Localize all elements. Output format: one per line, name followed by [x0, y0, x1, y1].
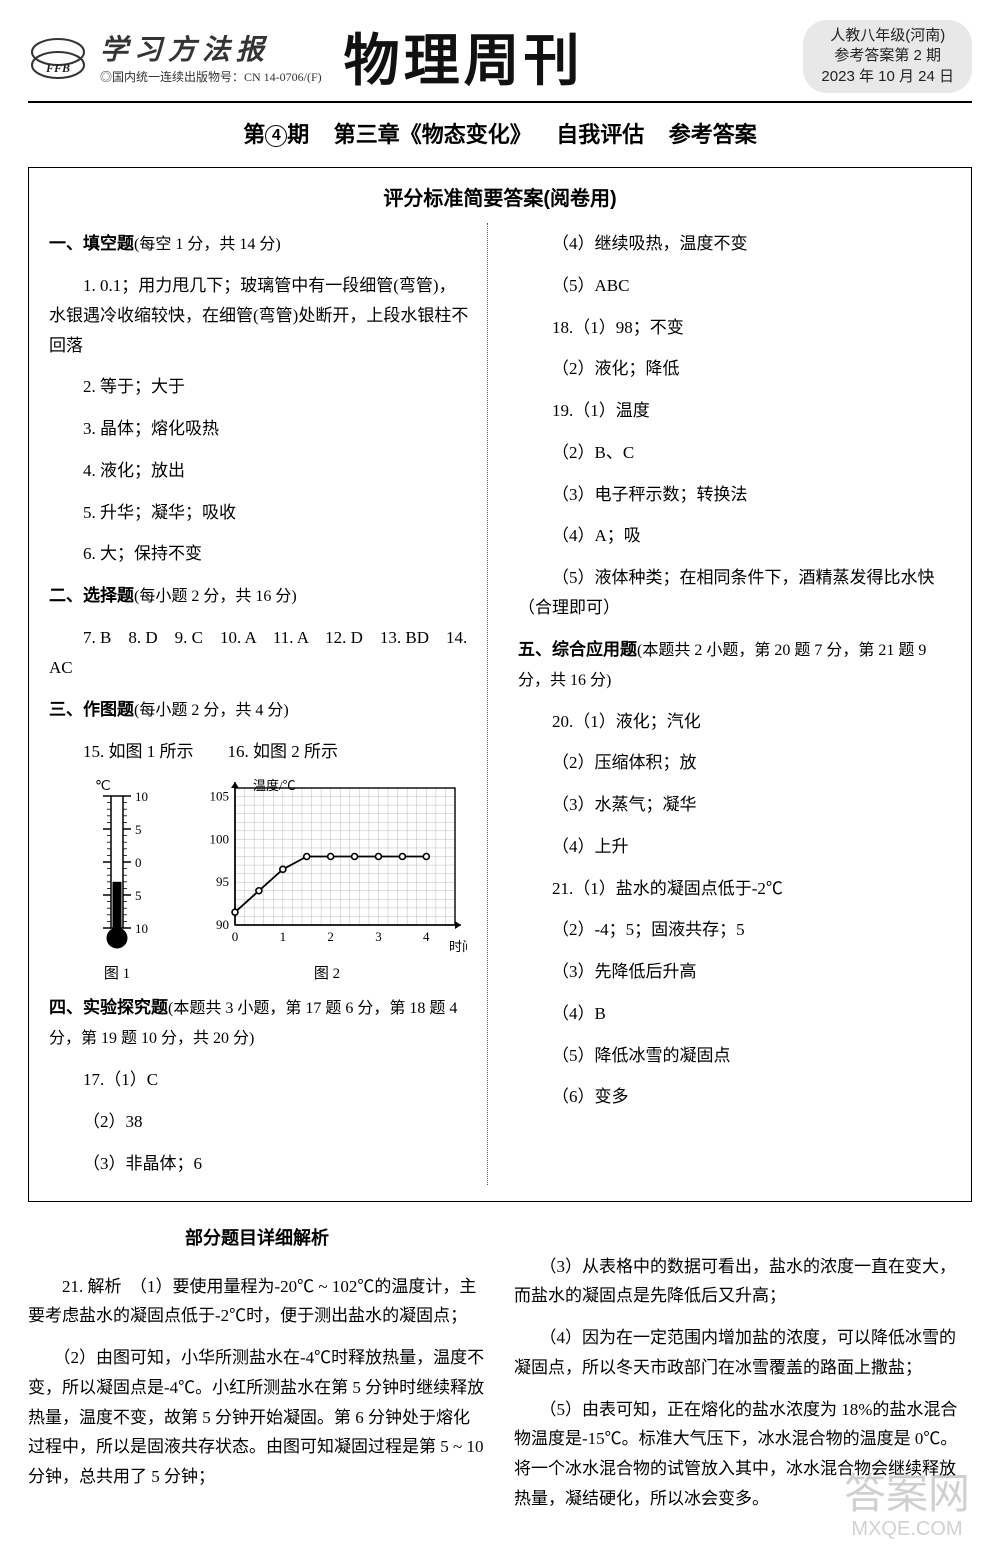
- svg-text:5: 5: [135, 888, 142, 903]
- ans-17-1: 17.（1）C: [49, 1059, 469, 1101]
- svg-text:FFB: FFB: [45, 61, 70, 75]
- answer-box: 评分标准简要答案(阅卷用) 一、填空题(每空 1 分，共 14 分) 1. 0.…: [28, 167, 972, 1202]
- ans-21-6: （6）变多: [518, 1076, 951, 1118]
- analysis-l2: （2）由图可知，小华所测盐水在-4℃时释放热量，温度不变，所以凝固点是-4℃。小…: [28, 1337, 486, 1498]
- svg-text:0: 0: [135, 855, 142, 870]
- svg-text:4: 4: [423, 929, 430, 944]
- publication-name: 学习方法报: [100, 28, 322, 68]
- ans-21-4: （4）B: [518, 993, 951, 1035]
- answer-box-title: 评分标准简要答案(阅卷用): [49, 182, 951, 211]
- svg-text:90: 90: [216, 917, 229, 932]
- publisher-logo: FFB: [28, 32, 88, 82]
- section3-head: 三、作图题: [49, 700, 134, 719]
- ans-20-3: （3）水蒸气；凝华: [518, 784, 951, 826]
- edition-badge: 人教八年级(河南) 参考答案第 2 期 2023 年 10 月 24 日: [803, 20, 972, 93]
- analysis-r3: （5）由表可知，正在熔化的盐水浓度为 18%的盐水混合物温度是-15℃。标准大气…: [514, 1389, 972, 1520]
- svg-text:10: 10: [135, 921, 148, 936]
- ans-7-14: 7. B 8. D 9. C 10. A 11. A 12. D 13. BD …: [49, 617, 469, 689]
- ans-18-2: （2）液化；降低: [518, 348, 951, 390]
- svg-text:℃: ℃: [95, 779, 111, 794]
- ans-19-1: 19.（1）温度: [518, 390, 951, 432]
- ans-3: 3. 晶体；熔化吸热: [49, 408, 469, 450]
- ans-17-5: （5）ABC: [518, 265, 951, 307]
- ans-21-2: （2）-4；5；固液共存；5: [518, 909, 951, 951]
- section2-head: 二、选择题: [49, 586, 134, 605]
- analysis-l1: 21. 解析 （1）要使用量程为-20℃ ~ 102℃的温度计，主要考虑盐水的凝…: [28, 1266, 486, 1338]
- ans-20-2: （2）压缩体积；放: [518, 742, 951, 784]
- masthead: FFB 学习方法报 ◎国内统一连续出版物号：CN 14-0706/(F) 物理周…: [28, 16, 972, 97]
- svg-text:时间/min: 时间/min: [449, 939, 467, 953]
- ans-20-1: 20.（1）液化；汽化: [518, 701, 951, 743]
- section1-note: (每空 1 分，共 14 分): [134, 236, 281, 253]
- svg-text:2: 2: [327, 929, 334, 944]
- section2-note: (每小题 2 分，共 16 分): [134, 588, 297, 605]
- ans-15-16: 15. 如图 1 所示 16. 如图 2 所示: [49, 731, 469, 773]
- ans-20-4: （4）上升: [518, 826, 951, 868]
- ans-19-3: （3）电子秤示数；转换法: [518, 474, 951, 516]
- ans-21-5: （5）降低冰雪的凝固点: [518, 1035, 951, 1077]
- badge-line3: 2023 年 10 月 24 日: [821, 67, 954, 87]
- self-eval: 自我评估: [556, 122, 644, 147]
- ans-1: 1. 0.1；用力甩几下；玻璃管中有一段细管(弯管)，水银遇冷收缩较快，在细管(…: [49, 265, 469, 366]
- fig2-label: 图 2: [187, 962, 467, 983]
- watermark-l2: MXQE.COM: [844, 1518, 970, 1540]
- figure-1: ℃ 10 5 0 5 10 图 1: [77, 778, 157, 983]
- svg-text:5: 5: [135, 822, 142, 837]
- badge-line2: 参考答案第 2 期: [821, 46, 954, 66]
- svg-text:温度/℃: 温度/℃: [253, 778, 296, 793]
- thermometer-svg: ℃ 10 5 0 5 10: [77, 778, 157, 953]
- analysis-r2: （4）因为在一定范围内增加盐的浓度，可以降低冰雪的凝固点，所以冬天市政部门在冰雪…: [514, 1317, 972, 1389]
- ans-4: 4. 液化；放出: [49, 450, 469, 492]
- figures: ℃1050510 图 1 01234时间/min9095100105温度/℃ 图…: [77, 778, 469, 983]
- right-column: （4）继续吸热，温度不变 （5）ABC 18.（1）98；不变 （2）液化；降低…: [512, 223, 951, 1185]
- section1-head: 一、填空题: [49, 234, 134, 253]
- analysis-left: 部分题目详细解析 21. 解析 （1）要使用量程为-20℃ ~ 102℃的温度计…: [28, 1202, 486, 1520]
- analysis-right: （3）从表格中的数据可看出，盐水的浓度一直在变大，而盐水的凝固点是先降低后又升高…: [514, 1202, 972, 1520]
- analysis-section: 部分题目详细解析 21. 解析 （1）要使用量程为-20℃ ~ 102℃的温度计…: [28, 1202, 972, 1520]
- analysis-r1: （3）从表格中的数据可看出，盐水的浓度一直在变大，而盐水的凝固点是先降低后又升高…: [514, 1246, 972, 1318]
- ans-19-5: （5）液体种类；在相同条件下，酒精蒸发得比水快（合理即可）: [518, 557, 951, 629]
- issn-line: ◎国内统一连续出版物号：CN 14-0706/(F): [100, 68, 322, 85]
- ans-17-4: （4）继续吸热，温度不变: [518, 223, 951, 265]
- ans-6: 6. 大；保持不变: [49, 533, 469, 575]
- badge-line1: 人教八年级(河南): [821, 26, 954, 46]
- ans-5: 5. 升华；凝华；吸收: [49, 492, 469, 534]
- svg-text:10: 10: [135, 789, 148, 804]
- main-title: 物理周刊: [344, 16, 584, 97]
- figure-2: 0 1 2 3 4 时间/min 90 95 100 105 温度/℃ 图 2: [187, 778, 467, 983]
- ans-19-2: （2）B、C: [518, 432, 951, 474]
- divider: [28, 101, 972, 103]
- chart-svg: 0 1 2 3 4 时间/min 90 95 100 105 温度/℃: [187, 778, 467, 953]
- section3-note: (每小题 2 分，共 4 分): [134, 702, 289, 719]
- ans-21-3: （3）先降低后升高: [518, 951, 951, 993]
- publisher-info: 学习方法报 ◎国内统一连续出版物号：CN 14-0706/(F): [100, 28, 322, 85]
- two-column-layout: 一、填空题(每空 1 分，共 14 分) 1. 0.1；用力甩几下；玻璃管中有一…: [49, 223, 951, 1185]
- section5-head: 五、综合应用题: [518, 640, 637, 659]
- issue-number: 4: [265, 125, 287, 147]
- svg-text:105: 105: [210, 789, 230, 804]
- fig1-label: 图 1: [77, 962, 157, 983]
- ans-18-1: 18.（1）98；不变: [518, 307, 951, 349]
- ans-2: 2. 等于；大于: [49, 366, 469, 408]
- ans-17-2: （2）38: [49, 1101, 469, 1143]
- issue-line: 第4期 第三章《物态变化》 自我评估 参考答案: [28, 117, 972, 149]
- svg-text:100: 100: [210, 832, 230, 847]
- ans-19-4: （4）A；吸: [518, 515, 951, 557]
- section4-head: 四、实验探究题: [49, 998, 168, 1017]
- svg-text:0: 0: [232, 929, 239, 944]
- svg-text:3: 3: [375, 929, 382, 944]
- issue-prefix: 第: [243, 122, 265, 147]
- issue-suffix: 期: [287, 122, 309, 147]
- ans-17-3: （3）非晶体；6: [49, 1143, 469, 1185]
- page: FFB 学习方法报 ◎国内统一连续出版物号：CN 14-0706/(F) 物理周…: [0, 0, 1000, 1560]
- left-column: 一、填空题(每空 1 分，共 14 分) 1. 0.1；用力甩几下；玻璃管中有一…: [49, 223, 488, 1185]
- svg-text:1: 1: [280, 929, 287, 944]
- ans-21-1: 21.（1）盐水的凝固点低于-2℃: [518, 868, 951, 910]
- analysis-title: 部分题目详细解析: [28, 1220, 486, 1256]
- svg-text:95: 95: [216, 874, 229, 889]
- tail: 参考答案: [669, 122, 757, 147]
- chapter: 第三章《物态变化》: [334, 122, 532, 147]
